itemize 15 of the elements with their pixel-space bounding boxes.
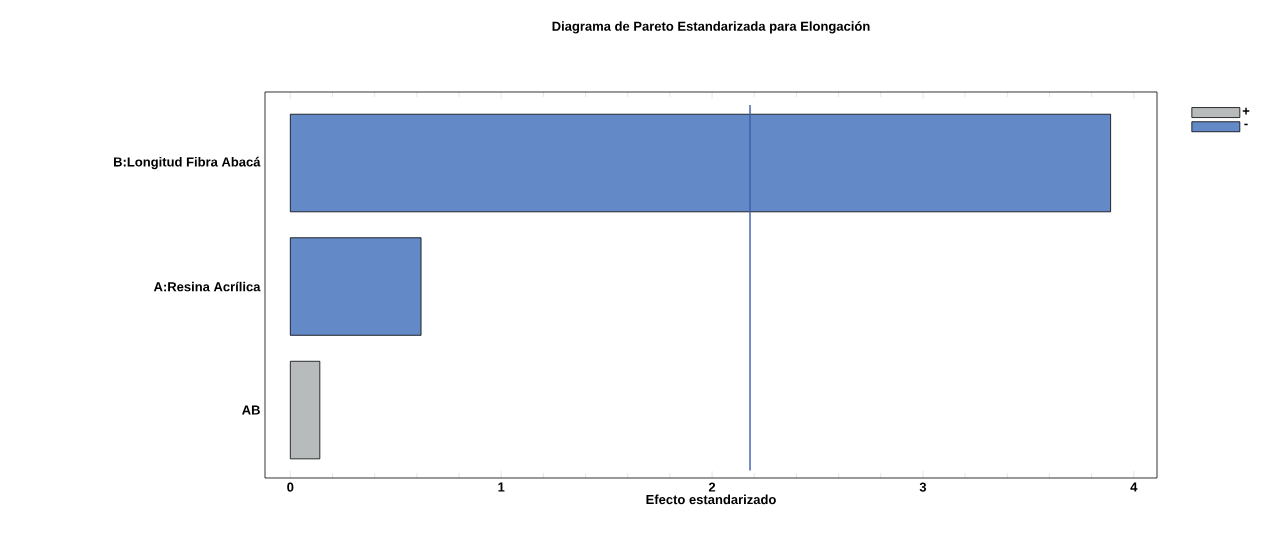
x-tick-label: 1 (498, 482, 505, 492)
y-tick-label: B:Longitud Fibra Abacá (114, 156, 261, 170)
bar (289, 237, 422, 336)
chart-title: Diagrama de Pareto Estandarizada para Elongación (552, 21, 870, 34)
x-tick-label: 2 (708, 482, 716, 492)
bar (289, 360, 321, 460)
y-tick-label: A:Resina Acrílica (153, 281, 261, 292)
legend-label: + (1242, 107, 1250, 115)
legend-label: - (1244, 123, 1248, 126)
bar (289, 113, 1112, 213)
x-tick-label: 0 (287, 482, 294, 492)
x-tick-label: 3 (919, 482, 927, 492)
x-axis-title: Efecto estandarizado (646, 494, 776, 505)
y-tick-label: AB (242, 405, 260, 415)
x-tick-label: 4 (1130, 482, 1138, 492)
